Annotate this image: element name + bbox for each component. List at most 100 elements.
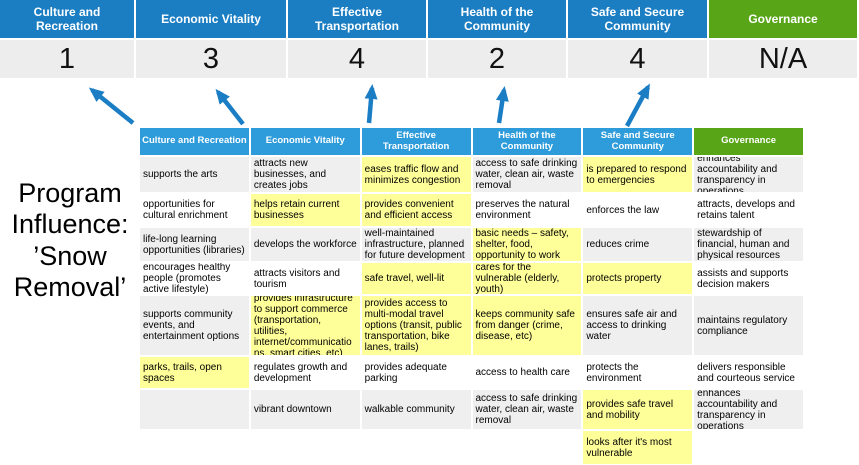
main-area: Program Influence: ’Snow Removal’ Cultur… xyxy=(0,128,859,464)
priority-name: Effective Transportation xyxy=(288,0,426,38)
matrix-cell: protects the environment xyxy=(583,357,693,388)
matrix-cell-text: provides access to multi-modal travel op… xyxy=(364,298,462,353)
influence-arrow-4 xyxy=(495,86,509,124)
matrix-cell-text: enhances accountability and transparency… xyxy=(697,390,778,429)
matrix-cell-text: basic needs – safety, shelter, food, opp… xyxy=(475,228,569,261)
matrix-cell: delivers responsible and courteous servi… xyxy=(694,357,803,388)
matrix-cell: provides access to multi-modal travel op… xyxy=(361,296,471,355)
matrix-cell xyxy=(694,431,803,464)
matrix-cell: protects property xyxy=(583,263,693,294)
priority-name: Culture and Recreation xyxy=(0,0,134,38)
matrix-column-header: Health of the Community xyxy=(472,128,582,155)
matrix-cell-text: attracts visitors and tourism xyxy=(253,267,340,290)
matrix-cell: reduces crime xyxy=(583,228,693,261)
priority-score: 3 xyxy=(136,40,286,78)
influence-arrow-2 xyxy=(215,88,245,126)
matrix-cell: enforces the law xyxy=(583,194,693,226)
matrix-cell-text: cares for the vulnerable (elderly, youth… xyxy=(475,263,560,294)
matrix-cell: helps retain current businesses xyxy=(250,194,360,226)
matrix-cell-text: life-long learning opportunities (librar… xyxy=(143,233,245,256)
matrix-cell: regulates growth and development xyxy=(250,357,360,388)
matrix-cell-text: keeps community safe from danger (crime,… xyxy=(475,309,576,342)
matrix-cell: attracts visitors and tourism xyxy=(250,263,360,294)
matrix-cell-text: eases traffic flow and minimizes congest… xyxy=(364,163,461,186)
matrix-cell: supports the arts xyxy=(140,157,249,192)
matrix-cell: attracts, develops and retains talent xyxy=(694,194,803,226)
matrix-cell-text: walkable community xyxy=(364,404,455,415)
matrix-cell-text: assists and supports decision makers xyxy=(697,267,789,290)
matrix-cell-text: helps retain current businesses xyxy=(253,199,340,221)
matrix-cell xyxy=(140,431,249,464)
matrix-cell-text: opportunities for cultural enrichment xyxy=(143,199,228,221)
program-label-line: Program xyxy=(18,178,122,208)
matrix-cell-text: supports community events, and entertain… xyxy=(143,309,240,342)
matrix-cell-text: access to health care xyxy=(475,367,571,378)
matrix-cell: vibrant downtown xyxy=(250,390,360,429)
matrix-cell xyxy=(250,431,360,464)
matrix-cell: eases traffic flow and minimizes congest… xyxy=(361,157,471,192)
matrix-cell: cares for the vulnerable (elderly, youth… xyxy=(472,263,582,294)
matrix-cell: safe travel, well-lit xyxy=(361,263,471,294)
priority-score: 4 xyxy=(288,40,426,78)
matrix-cell xyxy=(472,431,582,464)
matrix-cell-text: attracts, develops and retains talent xyxy=(697,199,795,221)
matrix-cell-text: provides convenient and efficient access xyxy=(364,199,454,221)
matrix-cell-text: parks, trails, open spaces xyxy=(143,361,222,384)
matrix-cell-text: ensures safe air and access to drinking … xyxy=(586,309,677,342)
matrix-cell: encourages healthy people (promotes acti… xyxy=(140,263,249,294)
matrix-cell: ensures safe air and access to drinking … xyxy=(583,296,693,355)
matrix-cell-text: attracts new businesses, and creates job… xyxy=(253,158,327,191)
matrix-cell: walkable community xyxy=(361,390,471,429)
influence-arrow-3 xyxy=(364,84,378,124)
matrix-cell-text: develops the workforce xyxy=(253,239,357,250)
matrix-cell: life-long learning opportunities (librar… xyxy=(140,228,249,261)
matrix-cell: opportunities for cultural enrichment xyxy=(140,194,249,226)
matrix-cell-text: access to safe drinking water, clean air… xyxy=(475,393,578,426)
priority-name: Economic Vitality xyxy=(136,0,286,38)
matrix-cell: looks after it's most vulnerable xyxy=(583,431,693,464)
matrix-cell: parks, trails, open spaces xyxy=(140,357,249,388)
matrix-cell-text: provides adequate parking xyxy=(364,361,447,384)
program-label-line: ’Snow xyxy=(33,240,107,271)
matrix-cell: preserves the natural environment xyxy=(472,194,582,226)
priority-score-row: 1 3 4 2 4 N/A xyxy=(0,38,859,78)
influence-arrow-1 xyxy=(88,87,135,125)
priority-name: Governance xyxy=(709,0,857,38)
matrix-cell: attracts new businesses, and creates job… xyxy=(250,157,360,192)
influence-arrow-5 xyxy=(625,83,650,128)
matrix-cell-text: supports the arts xyxy=(143,169,218,180)
program-label-line: Removal’ xyxy=(13,271,127,302)
priority-name: Health of the Community xyxy=(428,0,566,38)
matrix-cell-text: stewardship of financial, human and phys… xyxy=(697,228,790,261)
influence-arrows xyxy=(0,78,859,128)
influence-matrix-table: Culture and Recreation Economic Vitality E… xyxy=(140,128,803,464)
matrix-cell-text: provides safe travel and mobility xyxy=(586,398,674,421)
matrix-cell-text: delivers responsible and courteous servi… xyxy=(697,361,795,384)
matrix-cell-text: access to safe drinking water, clean air… xyxy=(475,158,578,191)
priority-score: 1 xyxy=(0,40,134,78)
matrix-cell-text: enhances accountability and transparency… xyxy=(697,157,778,192)
matrix-cell: basic needs – safety, shelter, food, opp… xyxy=(472,228,582,261)
matrix-cell: supports community events, and entertain… xyxy=(140,296,249,355)
matrix-cell: maintains regulatory compliance xyxy=(694,296,803,355)
matrix-cell: enhances accountability and transparency… xyxy=(694,390,803,429)
matrix-cell: is prepared to respond to emergencies xyxy=(583,157,693,192)
matrix-cell-text: provides infrastructure to support comme… xyxy=(253,296,353,355)
matrix-cell-text: encourages healthy people (promotes acti… xyxy=(143,263,231,294)
matrix-column-header: Economic Vitality xyxy=(250,128,360,155)
matrix-cell: access to health care xyxy=(472,357,582,388)
program-influence-label: Program Influence: ’Snow Removal’ xyxy=(0,128,140,303)
priority-name-row: Culture and Recreation Economic Vitality E… xyxy=(0,0,859,38)
matrix-cell-text: reduces crime xyxy=(586,239,650,250)
matrix-cell: provides infrastructure to support comme… xyxy=(250,296,360,355)
matrix-cell-text: protects property xyxy=(586,273,662,284)
matrix-cell: provides adequate parking xyxy=(361,357,471,388)
matrix-cell: provides safe travel and mobility xyxy=(583,390,693,429)
matrix-column-header: Culture and Recreation xyxy=(140,128,249,155)
program-label-line: Influence: xyxy=(11,209,129,240)
matrix-cell-text: is prepared to respond to emergencies xyxy=(586,163,687,186)
matrix-cell-text: regulates growth and development xyxy=(253,361,348,384)
matrix-column-header: Governance xyxy=(694,128,803,155)
matrix-cell: access to safe drinking water, clean air… xyxy=(472,157,582,192)
